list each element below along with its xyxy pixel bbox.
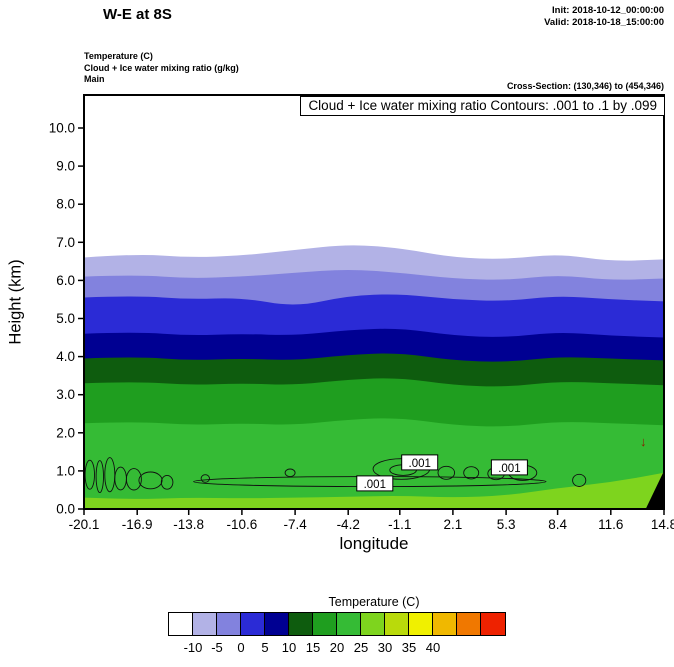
colorbar-tick-label: 0	[237, 640, 245, 655]
colorbar: -10 -5 0 5 10 15 20 25 30 35 40	[168, 612, 506, 655]
y-tick-label: 0.0	[56, 502, 75, 517]
temperature-band	[84, 418, 664, 509]
init-time: Init: 2018-10-12_00:00:00	[552, 5, 664, 16]
cloud-contour	[138, 471, 163, 490]
colorbar-swatch	[409, 613, 433, 635]
cloud-contour	[160, 474, 174, 490]
cloud-contour	[95, 460, 104, 494]
colorbar-swatch	[481, 613, 505, 635]
x-tick-label: 14.8	[651, 517, 674, 532]
x-tick-label: -20.1	[69, 517, 100, 532]
colorbar-swatch	[337, 613, 361, 635]
y-tick-label: 5.0	[56, 311, 75, 326]
colorbar-swatch	[313, 613, 337, 635]
legend-cloud-mixing-ratio: Cloud + Ice water mixing ratio (g/kg)	[84, 62, 239, 73]
colorbar-swatch	[457, 613, 481, 635]
colorbar-swatch	[289, 613, 313, 635]
y-tick-label: 3.0	[56, 387, 75, 402]
colorbar-swatch	[241, 613, 265, 635]
cloud-contour	[437, 465, 456, 480]
contour-label: .001	[409, 458, 431, 470]
x-tick-label: -7.4	[283, 517, 307, 532]
colorbar-tick-label: 15	[305, 640, 321, 655]
plot-frame	[83, 94, 665, 510]
colorbar-title: Temperature (C)	[328, 595, 420, 609]
y-tick-label: 6.0	[56, 273, 75, 288]
contour-label-box	[401, 454, 439, 471]
colorbar-tick-label: 35	[401, 640, 417, 655]
contour-label-box	[356, 475, 394, 492]
cloud-contour	[463, 466, 480, 480]
down-arrow-icon: ↓	[640, 434, 647, 449]
colorbar-swatches	[168, 612, 506, 636]
terrain	[645, 470, 664, 509]
x-tick-label: -10.6	[227, 517, 258, 532]
x-tick-label: -1.1	[388, 517, 411, 532]
colorbar-tick-label: 30	[377, 640, 393, 655]
colorbar-swatch	[193, 613, 217, 635]
x-tick-label: -4.2	[337, 517, 360, 532]
x-tick-label: 2.1	[444, 517, 463, 532]
contour-label: .001	[498, 463, 520, 475]
colorbar-tick-label: 5	[261, 640, 269, 655]
colorbar-tick-label: 25	[353, 640, 369, 655]
y-tick-label: 9.0	[56, 159, 75, 174]
y-tick-label: 10.0	[49, 121, 75, 136]
valid-time: Valid: 2018-10-18_15:00:00	[544, 17, 664, 29]
x-tick-label: 8.4	[548, 517, 567, 532]
cloud-contour	[200, 474, 210, 483]
legend-domain: Main	[84, 74, 105, 85]
y-tick-label: 1.0	[56, 463, 75, 478]
x-tick-label: -16.9	[122, 517, 153, 532]
colorbar-swatch	[217, 613, 241, 635]
colorbar-tick-label: -5	[211, 640, 223, 655]
contour-label-box	[490, 459, 528, 476]
field-legend: Temperature (C) Cloud + Ice water mixing…	[84, 51, 239, 86]
colorbar-swatch	[265, 613, 289, 635]
y-tick-label: 8.0	[56, 197, 75, 212]
cross-section-note: Cross-Section: (130,346) to (454,346)	[506, 81, 664, 91]
y-tick-label: 7.0	[56, 235, 75, 250]
colorbar-swatch	[433, 613, 457, 635]
y-axis-label: Height (km)	[6, 259, 25, 345]
colorbar-tick-label: -10	[183, 640, 203, 655]
contour-info-box: Cloud + Ice water mixing ratio Contours:…	[300, 96, 665, 116]
cloud-contour	[125, 468, 142, 491]
x-tick-label: 11.6	[598, 517, 623, 532]
cloud-contour	[284, 468, 296, 478]
page-title: W-E at 8S	[103, 6, 172, 23]
y-tick-label: 2.0	[56, 425, 75, 440]
x-axis-label: longitude	[339, 534, 409, 553]
colorbar-tick-label: 10	[281, 640, 297, 655]
cloud-contour	[84, 459, 95, 490]
x-tick-label: 5.3	[497, 517, 516, 532]
x-tick-label: -13.8	[173, 517, 204, 532]
cloud-contour	[572, 473, 587, 487]
colorbar-tick-labels: -10 -5 0 5 10 15 20 25 30 35 40	[168, 636, 506, 655]
contour-label: .001	[364, 479, 386, 491]
colorbar-tick-label: 40	[425, 640, 441, 655]
plot-fields: ↓ .001 .001 .001	[84, 245, 664, 509]
y-tick-label: 4.0	[56, 349, 75, 364]
colorbar-swatch	[385, 613, 409, 635]
temperature-band	[84, 472, 664, 509]
colorbar-tick-label: 20	[329, 640, 345, 655]
colorbar-swatch	[169, 613, 193, 635]
run-times: Init: 2018-10-12_00:00:00 Valid: 2018-10…	[544, 5, 664, 30]
colorbar-swatch	[361, 613, 385, 635]
legend-temperature: Temperature (C)	[84, 51, 153, 61]
